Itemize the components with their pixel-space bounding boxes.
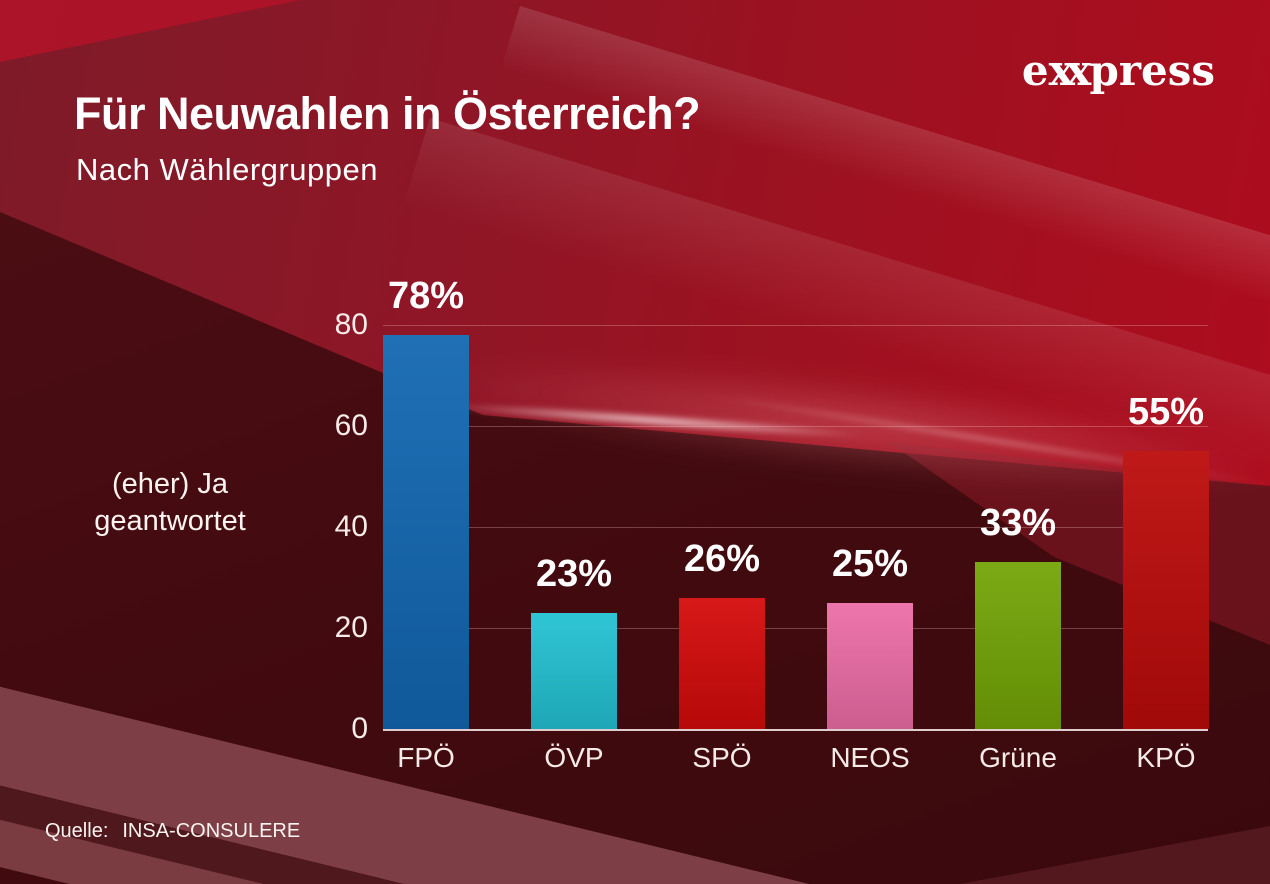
category-label-fpo: FPÖ (397, 742, 455, 773)
page-title: Für Neuwahlen in Österreich? (74, 88, 701, 139)
category-label-ovp: ÖVP (544, 742, 604, 773)
category-label-spo: SPÖ (692, 742, 752, 773)
category-label-kpo: KPÖ (1136, 742, 1196, 773)
x-axis-line (383, 729, 1208, 731)
y-axis-label: (eher) Ja geantwortet (20, 466, 320, 539)
value-label-fpo: 78% (387, 275, 465, 317)
y-tick-0: 0 (351, 712, 368, 745)
exxpress-logo: exx press (1022, 50, 1215, 92)
gridline-20 (383, 628, 1208, 629)
y-tick-20: 20 (334, 611, 368, 644)
bar-kpo (1123, 451, 1209, 729)
value-label-ovp: 23% (535, 553, 613, 595)
value-label-gruene: 33% (979, 502, 1057, 544)
logo-suffix: press (1089, 46, 1215, 95)
category-label-neos: NEOS (830, 742, 910, 773)
y-tick-40: 40 (334, 510, 368, 543)
y-tick-80: 80 (334, 308, 368, 341)
gridline-80 (383, 325, 1208, 326)
bar-neos (827, 603, 913, 729)
gridline-60 (383, 426, 1208, 427)
y-axis-label-line1: (eher) Ja (111, 468, 229, 500)
source-label: Quelle: (45, 820, 109, 842)
logo-double-x-icon: xx (1048, 46, 1091, 95)
bar-spo (679, 598, 765, 729)
bar-gruene (975, 562, 1061, 729)
gridline-40 (383, 527, 1208, 528)
category-label-gruene: Grüne (979, 742, 1057, 773)
page-subtitle: Nach Wählergruppen (76, 152, 378, 187)
y-tick-60: 60 (334, 409, 368, 442)
value-label-kpo: 55% (1127, 391, 1205, 433)
value-label-neos: 25% (831, 543, 909, 585)
bar-ovp (531, 613, 617, 729)
logo-prefix: e (1021, 46, 1049, 95)
source-note: Quelle: INSA-CONSULERE (45, 820, 300, 843)
y-axis-label-line2: geantwortet (94, 504, 246, 537)
value-label-spo: 26% (683, 538, 761, 580)
bar-fpo (383, 335, 469, 729)
source-value: INSA-CONSULERE (122, 820, 301, 842)
